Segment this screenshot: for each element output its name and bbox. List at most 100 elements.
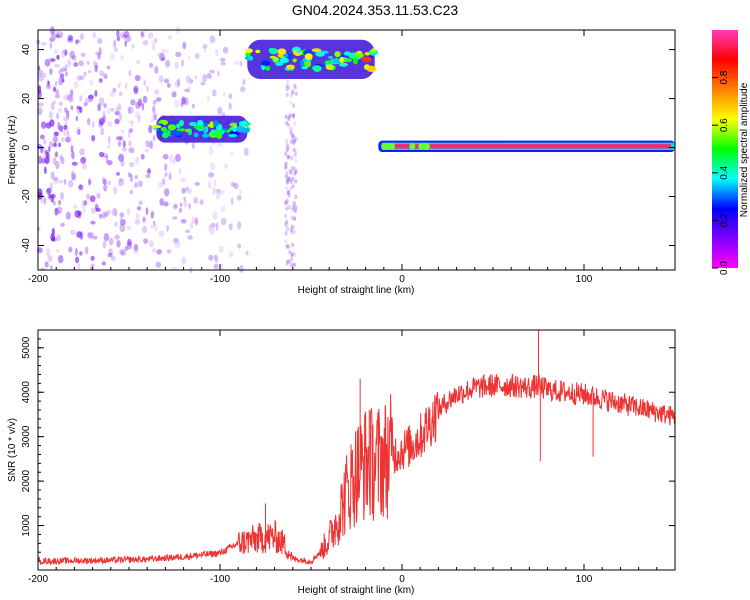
noise-point [64,49,68,56]
snr-plot-area [38,330,675,570]
noise-point [185,186,189,192]
band-blob [160,126,167,132]
noise-point [78,184,83,190]
noise-point [293,216,297,221]
noise-point [289,228,293,233]
noise-point [110,52,115,61]
noise-point [65,136,71,143]
noise-point [286,122,290,128]
noise-point [181,96,186,105]
noise-point [180,219,187,224]
noise-point [291,242,295,248]
noise-point [75,126,81,135]
noise-point [71,170,75,179]
noise-point [42,147,46,153]
noise-point [131,43,135,49]
noise-point [63,124,68,131]
noise-point [220,263,224,271]
x-tick-label: -200 [28,574,48,585]
noise-point [194,182,201,186]
noise-point [38,75,44,82]
noise-point [133,244,139,252]
noise-point [173,237,179,244]
noise-point [48,110,53,120]
noise-point [136,206,142,211]
noise-point [88,94,94,100]
noise-point [63,129,67,136]
noise-point [292,113,296,118]
x-tick-label: -200 [28,274,48,285]
noise-point [113,47,119,53]
noise-point [286,259,290,265]
noise-point [220,205,226,213]
band-blob [162,132,169,139]
noise-point [77,211,82,216]
band-blob [312,65,322,72]
noise-point [92,235,98,240]
noise-point [54,207,59,216]
noise-point [209,35,216,44]
noise-point [100,127,105,136]
noise-point [119,91,123,96]
noise-point [148,140,153,149]
noise-point [284,114,288,120]
noise-point [155,261,162,268]
noise-point [291,183,295,188]
noise-point [177,78,180,87]
noise-point [142,95,148,104]
noise-point [52,142,58,148]
noise-point [195,53,200,59]
noise-point [293,262,296,267]
spectrogram-bands-layer [151,39,675,152]
noise-point [69,135,72,143]
noise-point [140,153,145,160]
noise-point [50,171,55,180]
noise-point [102,211,106,220]
noise-point [141,225,148,234]
noise-point [126,207,130,216]
noise-point [98,213,103,219]
colorbar-tick-label: 0.4 [719,165,730,179]
noise-point [212,211,218,220]
spectrogram-frame [37,29,676,271]
band-blob [328,55,333,59]
noise-point [285,219,289,225]
noise-point [151,40,156,46]
noise-point [289,186,293,191]
noise-point [44,166,47,175]
noise-point [287,154,290,160]
band-blob [292,58,297,63]
noise-point [194,75,198,80]
noise-point [110,256,116,262]
noise-point [156,249,162,255]
noise-point [179,202,183,207]
noise-point [179,207,182,213]
noise-point [114,118,120,125]
noise-point [130,99,136,106]
noise-point [68,246,73,253]
noise-point [128,128,134,133]
noise-point [233,183,239,190]
noise-point [195,217,199,226]
noise-point [172,158,176,165]
noise-point [217,106,223,115]
noise-point [63,178,67,185]
noise-point [284,213,288,219]
noise-point [103,183,108,192]
noise-point [106,65,111,70]
band-blob [366,65,377,72]
noise-point [214,254,219,263]
x-tick-label: 0 [399,574,405,585]
y-tick-label: 0 [21,144,32,150]
noise-point [103,233,110,242]
band-blob [339,56,344,64]
band-blob [265,65,271,71]
noise-point [120,129,125,135]
noise-point [141,32,146,38]
noise-point [143,238,149,245]
noise-point [88,94,94,103]
noise-point [120,32,125,38]
noise-point [293,152,297,157]
noise-point [52,157,57,165]
noise-point [128,35,132,42]
